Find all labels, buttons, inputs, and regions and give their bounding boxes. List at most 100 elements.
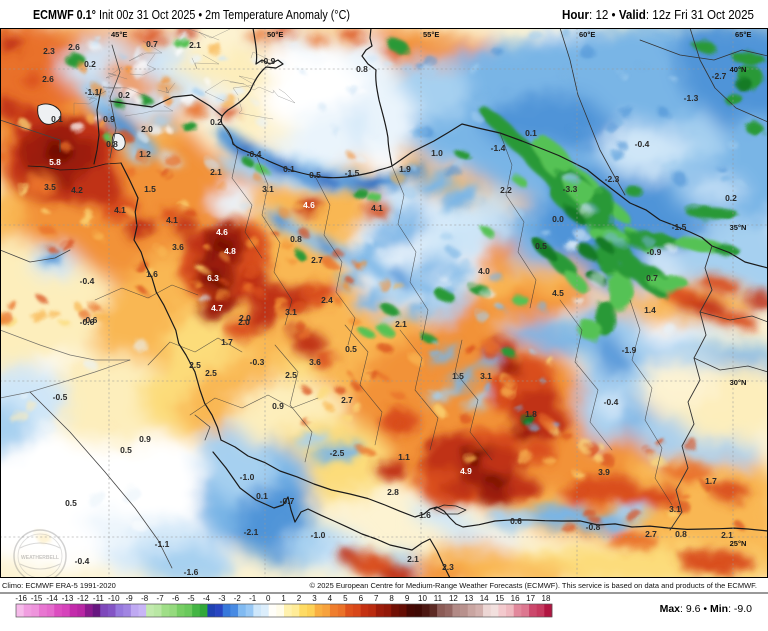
svg-text:3.6: 3.6 [172,242,184,252]
svg-text:25°N: 25°N [730,539,747,548]
svg-text:35°N: 35°N [730,223,747,232]
svg-text:1.8: 1.8 [525,409,537,419]
svg-text:0.9: 0.9 [103,114,115,124]
svg-text:0.7: 0.7 [646,273,658,283]
svg-text:2.6: 2.6 [68,42,80,52]
svg-text:0.7: 0.7 [146,39,158,49]
svg-text:4.9: 4.9 [460,466,472,476]
svg-text:1.6: 1.6 [146,269,158,279]
svg-text:5.8: 5.8 [49,157,61,167]
svg-text:4.1: 4.1 [114,205,126,215]
svg-text:-0.5: -0.5 [53,392,68,402]
svg-text:-1: -1 [249,594,257,603]
svg-text:2.4: 2.4 [321,295,333,305]
svg-text:© 2025 European Centre for Med: © 2025 European Centre for Medium-Range … [309,581,757,590]
svg-text:1.7: 1.7 [705,476,717,486]
svg-text:0.8: 0.8 [290,234,302,244]
svg-text:1.5: 1.5 [144,184,156,194]
svg-text:3.6: 3.6 [309,357,321,367]
svg-text:Climo: ECMWF ERA-5 1991-2020: Climo: ECMWF ERA-5 1991-2020 [2,581,116,590]
svg-text:-0.4: -0.4 [604,397,619,407]
svg-text:0.1: 0.1 [283,164,295,174]
svg-text:-0.9: -0.9 [647,247,662,257]
svg-text:0.5: 0.5 [535,241,547,251]
svg-text:-15: -15 [31,594,43,603]
svg-text:0.2: 0.2 [84,59,96,69]
svg-text:3.1: 3.1 [480,371,492,381]
svg-text:-2.1: -2.1 [244,527,259,537]
svg-text:-0.8: -0.8 [586,522,601,532]
svg-text:-1.6: -1.6 [184,567,199,577]
svg-text:-2: -2 [234,594,242,603]
svg-text:-8: -8 [141,594,149,603]
svg-text:2.2: 2.2 [500,185,512,195]
svg-text:2.7: 2.7 [645,529,657,539]
svg-text:10: 10 [418,594,427,603]
svg-text:-9: -9 [126,594,134,603]
svg-text:3: 3 [312,594,317,603]
svg-text:0.1: 0.1 [525,128,537,138]
svg-text:0.0: 0.0 [552,214,564,224]
svg-text:-14: -14 [46,594,58,603]
svg-text:-2.5: -2.5 [330,448,345,458]
svg-text:0.1: 0.1 [256,491,268,501]
svg-text:2: 2 [297,594,302,603]
svg-text:0.8: 0.8 [106,139,118,149]
svg-text:-16: -16 [15,594,27,603]
svg-text:-0.4: -0.4 [635,139,650,149]
svg-text:-12: -12 [77,594,89,603]
svg-text:-3: -3 [218,594,226,603]
svg-text:-10: -10 [108,594,120,603]
svg-text:2.0: 2.0 [238,317,250,327]
svg-text:2.0: 2.0 [239,313,251,323]
svg-text:4.8: 4.8 [224,246,236,256]
svg-text:-11: -11 [93,594,105,603]
svg-text:0.2: 0.2 [210,117,222,127]
svg-text:-3.3: -3.3 [563,184,578,194]
svg-text:1.7: 1.7 [221,337,233,347]
svg-text:6: 6 [359,594,364,603]
svg-text:-0.4: -0.4 [75,556,90,566]
svg-text:4: 4 [328,594,333,603]
svg-text:2.3: 2.3 [442,562,454,572]
svg-text:0: 0 [266,594,271,603]
svg-text:-1.5: -1.5 [672,222,687,232]
svg-text:2.5: 2.5 [205,368,217,378]
svg-text:1.1: 1.1 [398,452,410,462]
svg-text:-1.0: -1.0 [240,472,255,482]
svg-text:ECMWF 0.1° Init 00z 31 Oct 202: ECMWF 0.1° Init 00z 31 Oct 2025 • 2m Tem… [33,8,350,22]
svg-text:3.5: 3.5 [44,182,56,192]
svg-text:15: 15 [495,594,504,603]
svg-text:18: 18 [542,594,551,603]
svg-text:2.5: 2.5 [285,370,297,380]
svg-text:7: 7 [374,594,379,603]
svg-text:-0.9: -0.9 [261,56,276,66]
svg-text:0.2: 0.2 [725,193,737,203]
svg-text:0.5: 0.5 [345,344,357,354]
svg-text:1.5: 1.5 [452,371,464,381]
svg-text:65°E: 65°E [735,30,751,39]
svg-text:0.9: 0.9 [139,434,151,444]
svg-text:0.6: 0.6 [510,516,522,526]
svg-text:60°E: 60°E [579,30,595,39]
svg-text:2.0: 2.0 [141,124,153,134]
svg-text:17: 17 [526,594,535,603]
svg-text:0.8: 0.8 [356,64,368,74]
svg-text:-7: -7 [157,594,165,603]
svg-text:55°E: 55°E [423,30,439,39]
svg-text:-13: -13 [62,594,74,603]
svg-text:-1.0: -1.0 [311,530,326,540]
svg-text:-2.3: -2.3 [605,174,620,184]
svg-text:2.7: 2.7 [311,255,323,265]
svg-text:4.7: 4.7 [211,303,223,313]
svg-text:-0.6: -0.6 [83,315,98,325]
svg-text:-1.9: -1.9 [622,345,637,355]
svg-text:3.1: 3.1 [669,504,681,514]
svg-text:50°E: 50°E [267,30,283,39]
svg-text:4.1: 4.1 [371,203,383,213]
svg-text:16: 16 [511,594,520,603]
svg-text:-0.7: -0.7 [280,496,295,506]
svg-text:Max: 9.6 • Min: -9.0: Max: 9.6 • Min: -9.0 [660,603,753,615]
svg-text:40°N: 40°N [730,65,747,74]
svg-text:5: 5 [343,594,348,603]
